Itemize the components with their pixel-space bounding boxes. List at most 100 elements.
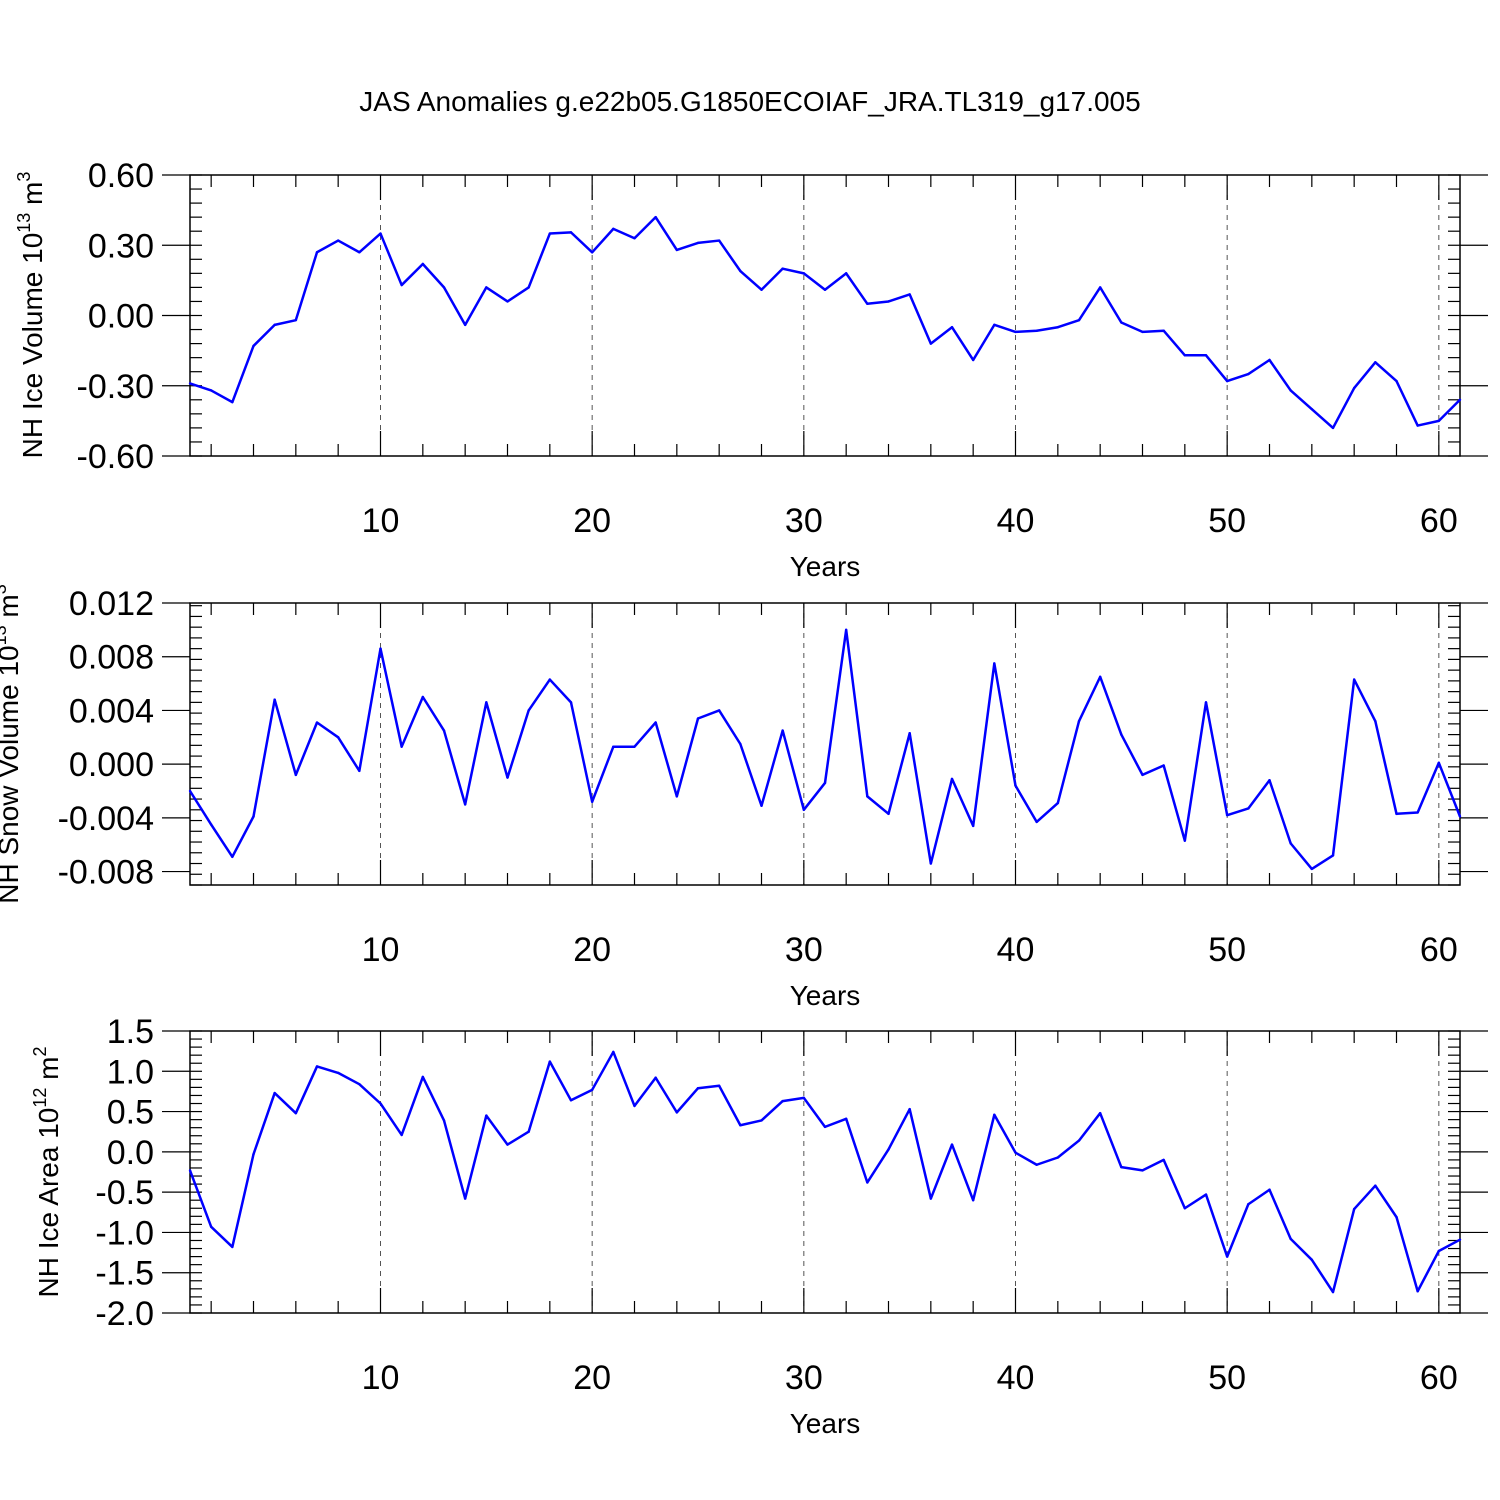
data-point: [1352, 1207, 1356, 1211]
y-axis-title-part: m: [0, 594, 24, 625]
data-point: [950, 326, 954, 329]
data-point: [1204, 1193, 1208, 1196]
data-point: [1437, 419, 1441, 423]
data-point: [1056, 1156, 1060, 1159]
data-point: [569, 1099, 573, 1102]
data-point: [1056, 801, 1060, 805]
data-point: [1014, 330, 1017, 334]
data-point: [1098, 675, 1102, 679]
y-axis-title-part: NH Ice Area 10: [33, 1108, 64, 1298]
data-point: [1268, 1188, 1271, 1191]
data-point: [1141, 330, 1144, 334]
data-point: [739, 742, 742, 746]
data-point: [1225, 379, 1229, 383]
data-point: [1098, 1111, 1102, 1115]
data-point: [1204, 354, 1208, 357]
data-point: [209, 1225, 213, 1228]
data-point: [633, 1104, 636, 1108]
data-point: [336, 239, 340, 242]
data-point: [1437, 1249, 1441, 1253]
y-tick-label: -0.008: [58, 854, 154, 892]
data-point: [336, 736, 340, 739]
data-point: [696, 241, 700, 245]
data-point: [1416, 1290, 1419, 1293]
chart-title: JAS Anomalies g.e22b05.G1850ECOIAF_JRA.T…: [359, 86, 1140, 117]
data-point: [1077, 318, 1081, 322]
data-point: [760, 288, 763, 291]
data-point: [590, 251, 594, 254]
y-tick-label: 0.60: [88, 157, 154, 195]
y-axis-title-superscript: 3: [14, 172, 34, 182]
data-point: [273, 698, 276, 701]
data-point: [506, 1143, 509, 1146]
y-tick-label: 0.00: [88, 298, 154, 336]
data-point: [802, 272, 806, 275]
data-point: [1035, 329, 1038, 332]
panel-3: -2.0-1.5-1.0-0.50.00.51.01.5 10 20 30 40 50 60…: [30, 1013, 1488, 1439]
data-point: [548, 232, 552, 235]
data-point: [336, 1071, 340, 1075]
data-point: [188, 382, 192, 385]
x-tick-label: 40: [997, 1359, 1035, 1397]
data-point: [1310, 867, 1314, 871]
data-point: [590, 800, 594, 803]
data-point: [1120, 733, 1123, 736]
data-point: [294, 1111, 298, 1115]
data-point: [1289, 842, 1292, 845]
data-point: [1458, 398, 1462, 401]
data-point: [781, 729, 784, 732]
data-point: [315, 251, 319, 254]
data-point: [1014, 784, 1017, 787]
data-point: [358, 769, 361, 773]
x-tick-label: 50: [1208, 1359, 1246, 1397]
data-point: [675, 248, 679, 252]
data-point: [929, 342, 933, 345]
data-point: [1458, 815, 1462, 818]
data-point: [696, 1087, 700, 1090]
data-point: [971, 824, 975, 828]
data-point: [1437, 761, 1441, 764]
data-point: [442, 286, 446, 289]
data-point: [1352, 678, 1356, 681]
data-point: [760, 1119, 763, 1122]
data-point: [1247, 372, 1250, 376]
x-tick-label: 40: [997, 931, 1035, 969]
data-point: [908, 1107, 911, 1111]
data-point: [1268, 779, 1271, 782]
data-point: [675, 1111, 679, 1114]
data-point: [485, 286, 488, 289]
y-tick-label: -1.0: [95, 1214, 154, 1252]
data-point: [379, 1102, 382, 1105]
data-point: [1374, 361, 1377, 364]
data-point: [506, 300, 509, 303]
data-point: [1077, 1139, 1081, 1142]
data-point: [442, 1119, 446, 1122]
data-point: [993, 662, 996, 665]
data-point: [823, 781, 827, 785]
x-tick-label: 60: [1420, 931, 1458, 969]
data-point: [548, 1060, 552, 1063]
data-point: [1141, 773, 1144, 777]
x-tick-label: 30: [785, 1359, 823, 1397]
data-point: [887, 300, 890, 303]
x-axis-title: Years: [790, 1408, 861, 1439]
data-point: [1056, 326, 1060, 329]
plot-frame: [189, 602, 1461, 886]
data-point: [1183, 839, 1187, 842]
data-point: [739, 1124, 742, 1127]
y-axis-title: NH Ice Area 1012 m2: [30, 1046, 64, 1297]
y-axis-title: NH Ice Volume 1013 m3: [14, 172, 48, 459]
data-point: [675, 795, 679, 798]
data-point: [1204, 701, 1208, 704]
data-point: [1035, 820, 1038, 824]
data-point: [781, 1099, 784, 1103]
data-point: [1395, 812, 1398, 816]
data-point: [1374, 1184, 1377, 1187]
y-tick-label: 0.5: [107, 1094, 154, 1132]
data-point: [252, 815, 255, 818]
data-point: [908, 293, 911, 296]
x-tick-label: 10: [362, 931, 400, 969]
panel-1: -0.60 -0.30 0.00 0.30 0.60 10 20 30 40 50 60 Years N…: [14, 157, 1488, 582]
data-point: [950, 1143, 954, 1146]
